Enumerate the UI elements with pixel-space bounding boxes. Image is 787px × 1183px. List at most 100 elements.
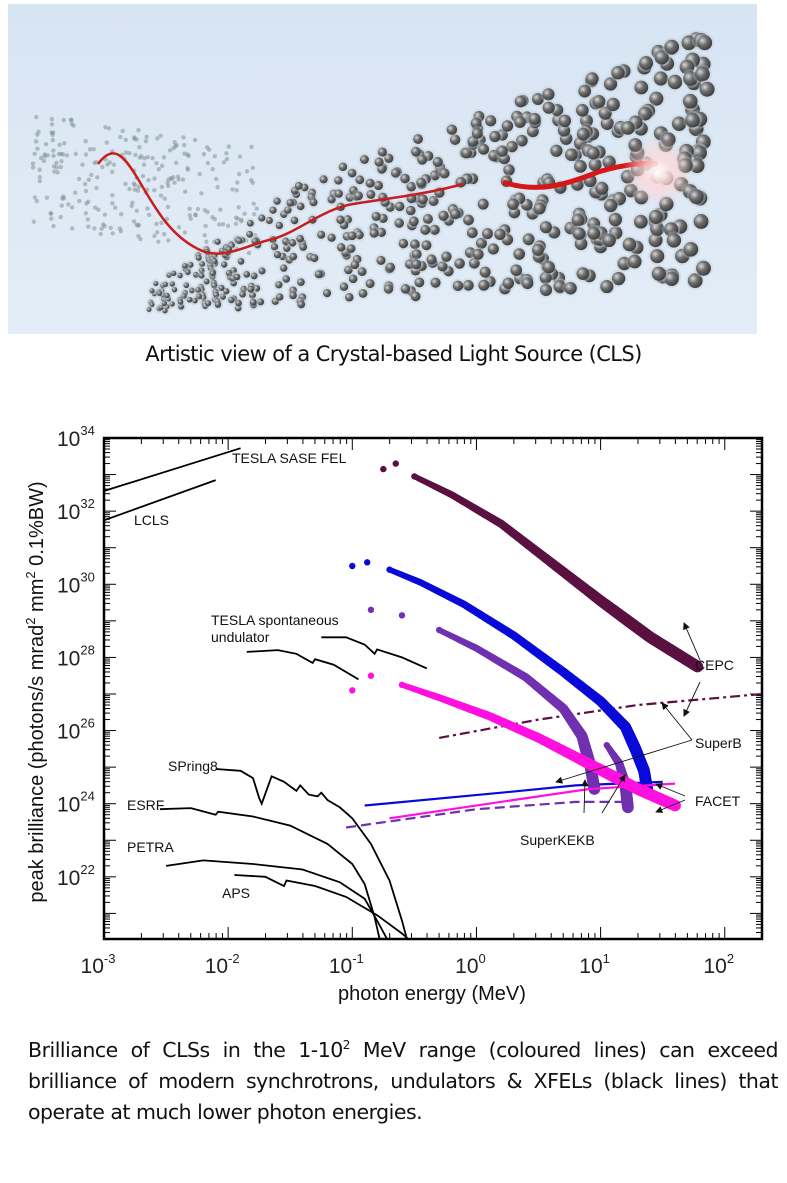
y-tick-exponent: 30 bbox=[80, 569, 94, 584]
atom bbox=[187, 213, 192, 218]
atom bbox=[60, 152, 66, 157]
atom bbox=[309, 198, 318, 207]
atom bbox=[564, 281, 577, 295]
atom bbox=[258, 267, 266, 275]
atom bbox=[98, 231, 103, 237]
atom bbox=[77, 198, 82, 204]
atom bbox=[80, 162, 85, 167]
annotation-label: TESLA SASE FEL bbox=[232, 450, 347, 466]
atom bbox=[154, 221, 159, 227]
atom bbox=[233, 273, 241, 281]
atom bbox=[200, 294, 207, 301]
atom bbox=[246, 230, 254, 238]
atom bbox=[41, 158, 47, 164]
atom bbox=[61, 194, 66, 199]
atom bbox=[246, 250, 252, 256]
atom bbox=[410, 291, 421, 302]
atom bbox=[377, 147, 387, 157]
atom bbox=[161, 300, 167, 306]
atom bbox=[141, 162, 147, 167]
atom bbox=[439, 168, 450, 179]
series-cepc bbox=[380, 460, 704, 673]
atom bbox=[284, 206, 292, 214]
atom bbox=[167, 148, 173, 153]
atom bbox=[438, 210, 449, 221]
atom bbox=[539, 271, 552, 284]
atom bbox=[57, 142, 62, 148]
atom bbox=[178, 303, 184, 310]
atom bbox=[237, 154, 243, 159]
x-tick-base: 10 bbox=[455, 955, 478, 978]
series-tesla-sase-fel bbox=[104, 447, 241, 492]
atom bbox=[183, 282, 190, 289]
atom bbox=[132, 136, 137, 141]
atom bbox=[507, 198, 519, 210]
atom bbox=[38, 155, 44, 161]
y-tick-exponent: 22 bbox=[80, 862, 94, 877]
atom bbox=[254, 206, 259, 211]
atom bbox=[140, 173, 146, 179]
atom bbox=[199, 260, 206, 267]
atom bbox=[683, 71, 698, 86]
data-point bbox=[380, 465, 387, 473]
atom bbox=[411, 259, 422, 270]
atom bbox=[384, 153, 394, 163]
atom bbox=[639, 56, 654, 70]
atom bbox=[574, 237, 588, 251]
atom bbox=[462, 279, 474, 291]
atom bbox=[338, 162, 348, 172]
series-layer bbox=[104, 447, 762, 939]
atom bbox=[156, 167, 162, 172]
atom bbox=[158, 193, 164, 198]
atom bbox=[334, 176, 343, 185]
atom bbox=[479, 266, 491, 278]
atom bbox=[193, 271, 199, 278]
y-tick-label: 1030 bbox=[57, 569, 95, 597]
annotation-arrow bbox=[655, 783, 686, 797]
annotation-label: CEPC bbox=[695, 657, 734, 673]
atom bbox=[294, 182, 303, 190]
atom bbox=[109, 169, 115, 174]
y-axis-title-part: peak brilliance (photons/s mrad bbox=[26, 625, 48, 903]
atom bbox=[288, 238, 297, 247]
atom bbox=[224, 151, 229, 156]
atom bbox=[437, 261, 448, 272]
atom bbox=[211, 258, 218, 265]
atom bbox=[449, 134, 461, 145]
atom bbox=[461, 147, 473, 159]
series-superb bbox=[349, 559, 654, 799]
atom bbox=[426, 254, 437, 265]
atom bbox=[528, 112, 541, 125]
atom bbox=[622, 237, 637, 252]
atom bbox=[472, 248, 484, 260]
atom bbox=[158, 304, 164, 311]
atom bbox=[411, 146, 421, 157]
atom bbox=[478, 143, 490, 155]
atom bbox=[275, 281, 283, 289]
atom bbox=[146, 307, 152, 313]
atom bbox=[350, 260, 360, 270]
atom bbox=[32, 195, 38, 200]
atom bbox=[164, 216, 170, 222]
atom bbox=[162, 196, 167, 201]
atom bbox=[542, 261, 555, 274]
series-spring8 bbox=[215, 768, 408, 939]
atom bbox=[441, 251, 452, 262]
atom bbox=[694, 66, 710, 82]
atom bbox=[633, 214, 648, 229]
atom bbox=[218, 284, 225, 292]
y-tick-label: 1024 bbox=[57, 789, 95, 817]
atom bbox=[531, 92, 544, 105]
atom bbox=[296, 202, 305, 211]
y-axis-title-sup: 2 bbox=[23, 571, 38, 578]
series-tesla-spontaneous-undulator bbox=[246, 649, 359, 681]
atom bbox=[300, 183, 309, 192]
atom bbox=[602, 233, 616, 248]
atom bbox=[73, 151, 79, 157]
atom bbox=[428, 195, 439, 207]
atom bbox=[189, 287, 195, 294]
atom bbox=[553, 280, 566, 293]
atom bbox=[346, 244, 356, 253]
atom bbox=[587, 226, 601, 240]
atom bbox=[210, 214, 215, 220]
